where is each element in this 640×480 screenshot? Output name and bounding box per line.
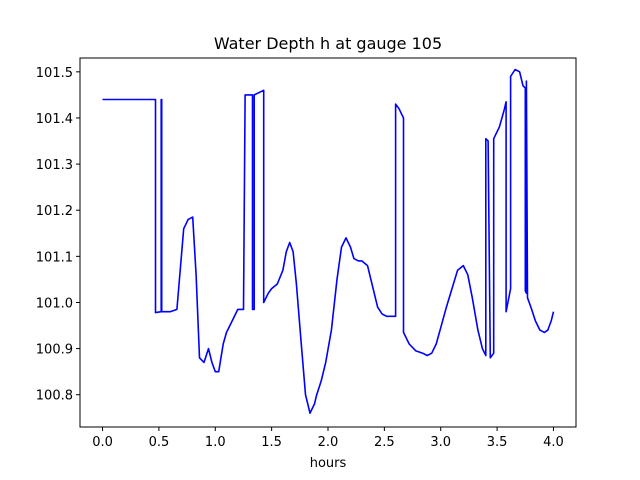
x-tick-label: 0.5 — [149, 435, 170, 450]
x-tick-label: 2.0 — [318, 435, 339, 450]
x-tick-label: 0.0 — [92, 435, 113, 450]
y-tick-label: 101.4 — [36, 112, 73, 127]
series-line — [102, 68, 555, 415]
y-axis: 100.8 100.9 101.0 101.1 101.2 101.3 101.4 101.5 — [36, 66, 80, 404]
chart-title: Water Depth h at gauge 105 — [214, 34, 442, 53]
x-tick-label: 1.5 — [261, 435, 282, 450]
x-tick-label: 2.5 — [374, 435, 395, 450]
x-tick-label: 4.0 — [543, 435, 564, 450]
x-tick-label: 3.5 — [487, 435, 508, 450]
x-tick-label: 3.0 — [430, 435, 451, 450]
y-tick-label: 100.8 — [36, 389, 73, 404]
plot-area — [102, 68, 555, 415]
y-tick-label: 101.0 — [36, 296, 73, 311]
y-tick-label: 101.2 — [36, 204, 73, 219]
x-axis: 0.0 0.5 1.0 1.5 2.0 2.5 3.0 3.5 4.0 — [92, 427, 564, 450]
y-tick-label: 101.5 — [36, 66, 73, 81]
x-axis-label: hours — [310, 456, 347, 471]
y-tick-label: 101.1 — [36, 250, 73, 265]
x-tick-label: 1.0 — [205, 435, 226, 450]
y-tick-label: 101.3 — [36, 158, 73, 173]
y-tick-label: 100.9 — [36, 343, 73, 358]
